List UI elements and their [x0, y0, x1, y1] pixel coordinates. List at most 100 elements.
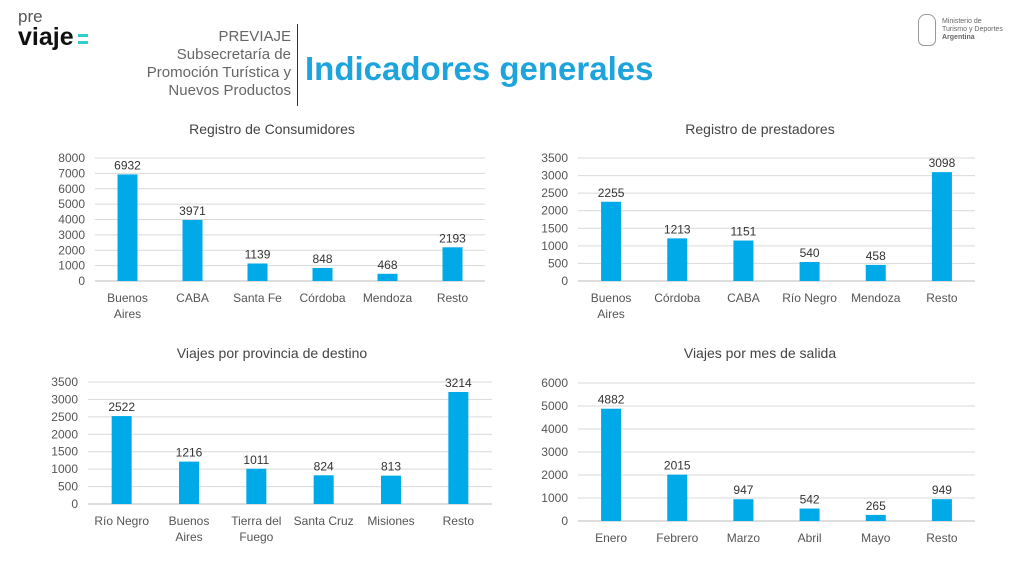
ministry-logo: Ministerio de Turismo y Deportes Argentina: [918, 14, 1003, 46]
x-tick-label: Resto: [926, 531, 958, 545]
y-tick-label: 2000: [541, 468, 568, 482]
chart-4: Viajes por mes de salida 0 1000 2000 3000 400…: [541, 345, 975, 545]
y-tick-label: 3000: [541, 445, 568, 459]
x-tick-label: Febrero: [656, 531, 698, 545]
x-tick-label: CABA: [727, 291, 760, 305]
data-label: 813: [381, 460, 401, 474]
y-tick-label: 7000: [58, 166, 85, 180]
y-tick-label: 500: [548, 256, 568, 270]
y-tick-label: 3500: [51, 375, 78, 389]
y-tick-label: 0: [561, 514, 568, 528]
y-tick-label: 1500: [51, 445, 78, 459]
y-tick-label: 1500: [541, 221, 568, 235]
y-tick-label: 2000: [541, 204, 568, 218]
data-label: 540: [800, 246, 820, 260]
bar: [733, 499, 754, 521]
y-tick-label: 2000: [58, 243, 85, 257]
subtitle-line: Subsecretaría de: [176, 46, 291, 63]
logo-main: viaje: [18, 23, 74, 51]
y-tick-label: 3000: [541, 169, 568, 183]
y-tick-label: 0: [71, 497, 78, 511]
seal-icon: [918, 14, 936, 46]
x-tick-label: Enero: [595, 531, 627, 545]
bar: [799, 508, 820, 521]
x-tick-label: Buenos Aires: [169, 514, 210, 544]
y-tick-label: 8000: [58, 151, 85, 165]
chart-title: Viajes por provincia de destino: [177, 345, 368, 361]
data-label: 1216: [176, 446, 203, 460]
bar: [179, 461, 199, 504]
x-tick-label: Marzo: [727, 531, 761, 545]
bar: [931, 172, 952, 281]
x-tick-label: Santa Fe: [233, 291, 282, 305]
x-tick-label: Misiones: [367, 514, 414, 528]
bar: [313, 475, 334, 504]
data-label: 949: [932, 483, 952, 497]
bar: [442, 247, 463, 281]
y-tick-label: 2000: [51, 427, 78, 441]
data-label: 1011: [243, 453, 269, 467]
ministry-line: Turismo y Deportes: [942, 26, 1003, 33]
x-tick-label: Abril: [798, 531, 822, 545]
y-tick-label: 1000: [541, 491, 568, 505]
bar: [667, 238, 688, 281]
x-tick-label: Córdoba: [654, 291, 700, 305]
data-label: 1151: [731, 225, 757, 239]
y-tick-label: 500: [58, 480, 78, 494]
x-tick-label: Mendoza: [363, 291, 413, 305]
x-tick-label: Resto: [437, 291, 469, 305]
y-tick-label: 6000: [58, 182, 85, 196]
bar: [865, 514, 886, 521]
chart-title: Viajes por mes de salida: [684, 345, 836, 361]
y-tick-label: 2500: [541, 186, 568, 200]
data-label: 3214: [445, 376, 472, 390]
bar: [931, 499, 952, 521]
y-tick-label: 3000: [58, 228, 85, 242]
bar: [601, 201, 622, 281]
x-tick-label: Río Negro: [782, 291, 837, 305]
data-label: 6932: [114, 158, 141, 172]
bar: [799, 262, 820, 281]
bar: [117, 174, 138, 281]
chart-3: Viajes por provincia de destino 0 500 1000 1…: [51, 345, 492, 544]
x-tick-label: Resto: [926, 291, 958, 305]
data-label: 947: [733, 483, 753, 497]
subtitle-line: Nuevos Productos: [168, 82, 291, 99]
divider: [297, 24, 298, 106]
data-label: 4882: [598, 393, 625, 407]
ministry-line: Argentina: [942, 34, 975, 41]
x-tick-label: Córdoba: [299, 291, 345, 305]
data-label: 3098: [929, 156, 956, 170]
subtitle-line: PREVIAJE: [218, 28, 291, 45]
data-label: 1139: [245, 247, 271, 261]
data-label: 1213: [664, 222, 691, 236]
data-label: 824: [314, 459, 334, 473]
logo-equals-icon: [77, 34, 88, 44]
y-tick-label: 4000: [58, 213, 85, 227]
subtitle: PREVIAJE Subsecretaría de Promoción Turí…: [147, 28, 291, 100]
data-label: 2522: [108, 400, 135, 414]
chart-title: Registro de prestadores: [685, 121, 834, 137]
previaje-logo: pre viaje: [18, 8, 88, 50]
chart-2: Registro de prestadores 0 500 1000 1500 2000 2…: [541, 121, 975, 321]
y-tick-label: 0: [78, 274, 85, 288]
x-tick-label: Mendoza: [851, 291, 901, 305]
bar: [733, 240, 754, 281]
y-tick-label: 5000: [58, 197, 85, 211]
x-tick-label: Tierra del Fuego: [231, 514, 281, 544]
y-tick-label: 1000: [541, 239, 568, 253]
y-tick-label: 1000: [58, 259, 85, 273]
bar: [865, 264, 886, 281]
data-label: 458: [866, 249, 886, 263]
bar: [448, 391, 469, 504]
bar: [381, 475, 401, 504]
bar: [312, 267, 333, 281]
ministry-line: Ministerio de: [942, 18, 982, 25]
x-tick-label: Buenos Aires: [107, 291, 148, 321]
chart-title: Registro de Consumidores: [189, 121, 355, 137]
page-title: Indicadores generales: [305, 50, 654, 87]
x-tick-label: Mayo: [861, 531, 891, 545]
y-tick-label: 1000: [51, 462, 78, 476]
data-label: 468: [377, 258, 397, 272]
